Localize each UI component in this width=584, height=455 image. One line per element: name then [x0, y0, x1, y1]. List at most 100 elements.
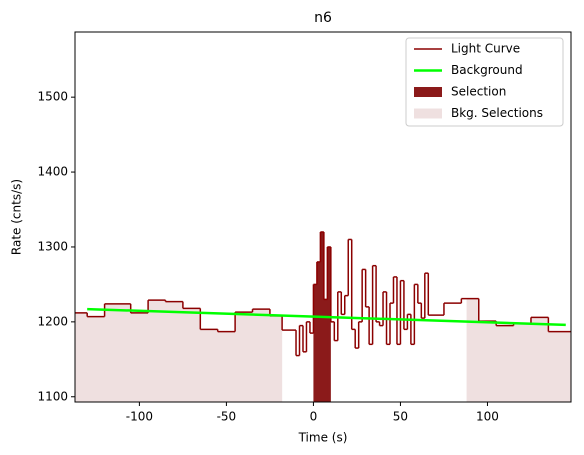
selection-bar	[387, 344, 391, 402]
selection-bar	[296, 356, 300, 402]
selection-bar	[548, 331, 571, 402]
selection-bar	[478, 321, 497, 402]
selection-bar	[130, 312, 149, 402]
selection-bar	[303, 352, 307, 402]
selection-bar	[355, 348, 359, 402]
selection-bar	[530, 317, 549, 402]
selection-bar	[397, 344, 401, 402]
selection-bar	[327, 246, 331, 402]
selection-bar	[404, 329, 408, 402]
selection-bar	[380, 326, 384, 402]
background-line	[87, 307, 566, 327]
x-tick-label: 50	[393, 410, 408, 424]
selection-bar	[310, 333, 314, 402]
selection-bar	[369, 344, 373, 402]
selection-bar	[444, 303, 462, 402]
selection-bar	[397, 344, 401, 402]
selection-bar	[282, 330, 296, 402]
selection-bar	[355, 348, 359, 402]
selection-bar	[355, 348, 359, 402]
legend-label: Background	[451, 63, 523, 77]
y-tick-label: 1300	[37, 239, 68, 253]
selection-bar	[313, 333, 314, 402]
selection-bar	[323, 299, 328, 402]
selection-bar	[421, 318, 425, 402]
selection-bar	[296, 356, 300, 402]
selection-bar	[235, 312, 253, 402]
selection-bar	[428, 315, 444, 402]
selection-bar	[217, 331, 236, 402]
plot-frame	[74, 31, 572, 403]
x-tick-label: -50	[217, 410, 237, 424]
selection-bar	[341, 314, 345, 402]
selection-bar	[303, 352, 307, 402]
selection-bar	[334, 341, 338, 402]
legend-swatch	[414, 108, 442, 119]
legend-label: Bkg. Selections	[451, 106, 543, 120]
y-axis-label: Rate (cnts/s)	[10, 179, 24, 255]
selection-fill	[282, 298, 571, 402]
legend-label: Selection	[451, 85, 506, 99]
selection-bar	[282, 330, 283, 402]
selection-bar	[313, 284, 318, 402]
y-tick-label: 1100	[37, 389, 68, 403]
selection-bar	[387, 344, 391, 402]
selection-bar	[334, 341, 338, 402]
selection-bar	[341, 314, 345, 402]
selection-bar	[444, 303, 462, 402]
x-tick-label: 0	[310, 410, 318, 424]
selection-bar	[404, 329, 408, 402]
selection-bar	[316, 261, 321, 402]
x-axis-label: Time (s)	[298, 431, 348, 445]
x-tick-label: -100	[126, 410, 153, 424]
legend-swatch	[414, 87, 442, 97]
selection-bar	[296, 356, 300, 402]
selection-bar	[148, 300, 166, 402]
selection-bar	[303, 352, 307, 402]
selection-bar	[252, 309, 271, 402]
x-tick-label: 100	[476, 410, 499, 424]
legend-label: Light Curve	[451, 42, 520, 56]
selection-bar	[376, 322, 380, 402]
selection-bar	[411, 344, 415, 402]
selection-bar	[310, 333, 314, 402]
selection-bar	[376, 322, 380, 402]
selection-bar	[444, 303, 462, 402]
selection-bar	[104, 303, 132, 402]
selection-bar	[376, 322, 380, 402]
selection-bar	[369, 344, 373, 402]
selection-bar	[369, 344, 373, 402]
selection-bar	[387, 344, 391, 402]
selection-bar	[421, 318, 425, 402]
selection-bar	[87, 316, 105, 402]
selection-bar	[428, 315, 444, 402]
y-tick-label: 1500	[37, 90, 68, 104]
selection-bar	[411, 344, 415, 402]
selection-bar	[428, 315, 444, 402]
y-tick-label: 1200	[37, 314, 68, 328]
selection-bar	[411, 344, 415, 402]
selection-bar	[380, 326, 384, 402]
y-tick-label: 1400	[37, 165, 68, 179]
selection-bar	[404, 329, 408, 402]
selection-bar	[466, 298, 480, 402]
selection-bar	[75, 312, 88, 402]
selection-bar	[200, 329, 219, 402]
selection-bar	[380, 326, 384, 402]
selection-bar	[421, 318, 425, 402]
selection-bar	[182, 308, 201, 402]
selection-fill	[75, 300, 462, 402]
selection-bar	[282, 330, 296, 402]
selection-bar	[334, 341, 338, 402]
chart-title: n6	[314, 10, 332, 26]
selection-bar	[165, 301, 184, 402]
selection-bar	[496, 325, 514, 402]
legend-box	[405, 37, 564, 127]
selection-bar	[397, 344, 401, 402]
selection-bar	[269, 315, 283, 402]
selection-bar	[330, 321, 331, 402]
selection-bar	[513, 323, 532, 402]
selection-bar	[341, 314, 345, 402]
